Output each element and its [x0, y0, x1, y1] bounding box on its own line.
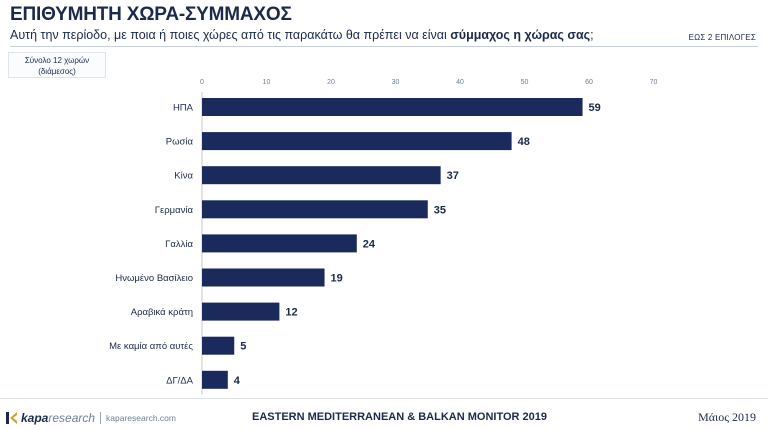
base-note: Σύνολο 12 χωρών (διάμεσος) [8, 52, 106, 78]
bar [202, 370, 228, 389]
category-label: Γαλλία [165, 239, 193, 250]
bar [202, 132, 512, 151]
category-label: Ηνωμένο Βασίλειο [115, 273, 193, 284]
category-label: Με καμία από αυτές [109, 341, 193, 352]
data-label: 5 [240, 341, 246, 353]
brand-logo: kapa research kaparesearch.com [6, 410, 176, 426]
brand-mark-icon [6, 412, 17, 424]
slide-title: ΕΠΙΘΥΜΗΤΗ ΧΩΡΑ-ΣΥΜΜΑΧΟΣ [10, 4, 292, 25]
footer-date: Μάιος 2019 [698, 410, 756, 424]
category-label: Ρωσία [166, 137, 194, 148]
data-label: 12 [285, 307, 297, 319]
x-tick-label: 20 [327, 79, 335, 86]
question-prefix: Αυτή την περίοδο, με ποια ή ποιες χώρες … [10, 28, 451, 42]
question-text: Αυτή την περίοδο, με ποια ή ποιες χώρες … [10, 28, 594, 42]
choices-note: ΕΩΣ 2 ΕΠΙΛΟΓΕΣ [688, 33, 756, 42]
category-label: ΔΓ/ΔΑ [166, 375, 194, 386]
x-tick-label: 60 [585, 79, 593, 86]
x-tick-label: 0 [200, 79, 204, 86]
x-tick-label: 70 [650, 79, 658, 86]
data-label: 24 [363, 238, 376, 250]
category-label: Αραβικά κράτη [131, 307, 193, 318]
category-label: ΗΠΑ [173, 103, 194, 114]
data-label: 48 [518, 136, 530, 148]
category-label: Κίνα [174, 171, 193, 182]
x-tick-label: 10 [263, 79, 271, 86]
bar [202, 98, 583, 116]
x-tick-label: 50 [521, 79, 529, 86]
brand-url: kaparesearch.com [106, 413, 176, 423]
data-label: 19 [331, 273, 343, 285]
footer-survey-name: EASTERN MEDITERRANEAN & BALKAN MONITOR 2… [252, 411, 547, 423]
question-suffix: ; [590, 28, 594, 42]
bar [202, 336, 235, 355]
base-note-line1: Σύνολο 12 χωρών [24, 56, 90, 65]
bar [202, 268, 325, 287]
data-label: 35 [434, 204, 446, 216]
footer-divider [0, 398, 768, 399]
brand-word: research [48, 411, 96, 425]
x-tick-label: 40 [456, 79, 464, 86]
data-label: 4 [234, 375, 241, 387]
brand-separator [100, 412, 102, 424]
base-note-line2: (διάμεσος) [38, 67, 76, 76]
bar [202, 234, 357, 253]
x-tick-label: 30 [392, 79, 400, 86]
bar [202, 302, 280, 321]
question-emphasis: σύμμαχος η χώρας σας [450, 28, 591, 42]
data-label: 59 [589, 102, 601, 114]
category-label: Γερμανία [155, 205, 194, 216]
brand-name: kapa [21, 411, 49, 425]
bar [202, 200, 428, 219]
data-label: 37 [447, 170, 459, 182]
bar-chart: 0 10 20 30 40 50 60 70 ΗΠΑ 59 Ρωσία 48 Κίνα 37 Γερμανί… [109, 79, 658, 395]
header-divider [10, 46, 758, 47]
bar [202, 166, 441, 185]
